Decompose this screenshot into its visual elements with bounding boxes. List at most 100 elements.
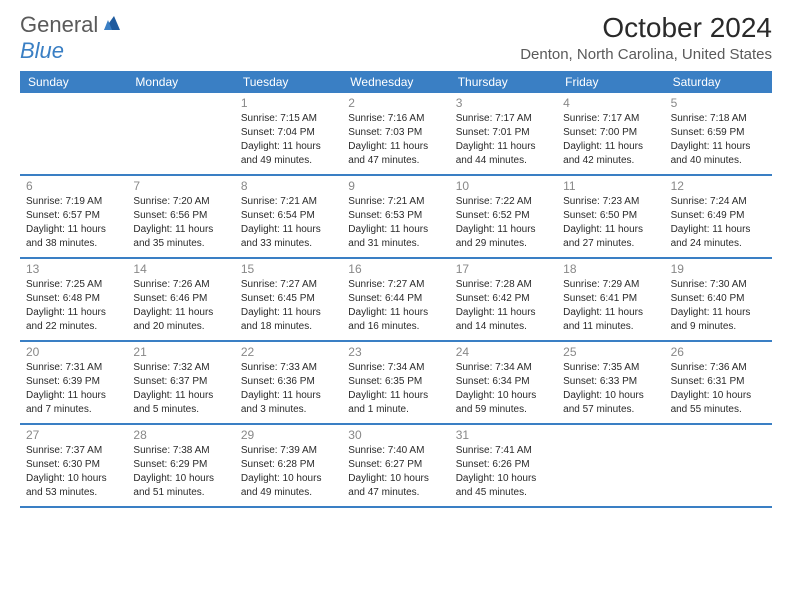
day-number: 7 [133, 179, 228, 193]
sunrise-text: Sunrise: 7:34 AM [456, 361, 551, 375]
sunset-text: Sunset: 6:35 PM [348, 375, 443, 389]
day-header: Sunday [20, 71, 127, 93]
daylight-text: Daylight: 11 hours and 33 minutes. [241, 223, 336, 251]
day-info: Sunrise: 7:38 AMSunset: 6:29 PMDaylight:… [133, 444, 228, 500]
sunset-text: Sunset: 6:44 PM [348, 292, 443, 306]
sunset-text: Sunset: 6:34 PM [456, 375, 551, 389]
day-number: 20 [26, 345, 121, 359]
sunrise-text: Sunrise: 7:30 AM [671, 278, 766, 292]
daylight-text: Daylight: 11 hours and 7 minutes. [26, 389, 121, 417]
sunrise-text: Sunrise: 7:27 AM [348, 278, 443, 292]
day-number: 9 [348, 179, 443, 193]
day-info: Sunrise: 7:37 AMSunset: 6:30 PMDaylight:… [26, 444, 121, 500]
daylight-text: Daylight: 11 hours and 1 minute. [348, 389, 443, 417]
day-number: 16 [348, 262, 443, 276]
day-cell: 24Sunrise: 7:34 AMSunset: 6:34 PMDayligh… [450, 342, 557, 423]
weeks-container: 1 Sunrise: 7:15 AMSunset: 7:04 PMDaylight… [20, 93, 772, 508]
week-row: 13Sunrise: 7:25 AMSunset: 6:48 PMDayligh… [20, 259, 772, 342]
day-cell: 17Sunrise: 7:28 AMSunset: 6:42 PMDayligh… [450, 259, 557, 340]
day-number: 10 [456, 179, 551, 193]
day-cell: 13Sunrise: 7:25 AMSunset: 6:48 PMDayligh… [20, 259, 127, 340]
day-info: Sunrise: 7:20 AMSunset: 6:56 PMDaylight:… [133, 195, 228, 251]
day-number: 26 [671, 345, 766, 359]
daylight-text: Daylight: 11 hours and 9 minutes. [671, 306, 766, 334]
sunset-text: Sunset: 6:41 PM [563, 292, 658, 306]
sunrise-text: Sunrise: 7:24 AM [671, 195, 766, 209]
week-row: 20Sunrise: 7:31 AMSunset: 6:39 PMDayligh… [20, 342, 772, 425]
day-cell: 15Sunrise: 7:27 AMSunset: 6:45 PMDayligh… [235, 259, 342, 340]
sunset-text: Sunset: 6:29 PM [133, 458, 228, 472]
day-info: Sunrise: 7:34 AMSunset: 6:35 PMDaylight:… [348, 361, 443, 417]
sunrise-text: Sunrise: 7:25 AM [26, 278, 121, 292]
day-info: Sunrise: 7:15 AMSunset: 7:04 PMDaylight:… [241, 112, 336, 168]
day-number: 25 [563, 345, 658, 359]
day-cell: 4Sunrise: 7:17 AMSunset: 7:00 PMDaylight… [557, 93, 664, 174]
day-cell [557, 425, 664, 506]
day-info: Sunrise: 7:23 AMSunset: 6:50 PMDaylight:… [563, 195, 658, 251]
daylight-text: Daylight: 11 hours and 40 minutes. [671, 140, 766, 168]
sunrise-text: Sunrise: 7:35 AM [563, 361, 658, 375]
sunset-text: Sunset: 6:37 PM [133, 375, 228, 389]
sunrise-text: Sunrise: 7:19 AM [26, 195, 121, 209]
day-cell: 19 Sunrise: 7:30 AMSunset: 6:40 PMDayligh… [665, 259, 772, 340]
day-header: Wednesday [342, 71, 449, 93]
day-info: Sunrise: 7:17 AMSunset: 7:01 PMDaylight:… [456, 112, 551, 168]
day-header: Saturday [665, 71, 772, 93]
day-number: 17 [456, 262, 551, 276]
sunset-text: Sunset: 6:59 PM [671, 126, 766, 140]
day-header: Tuesday [235, 71, 342, 93]
day-cell: 29 Sunrise: 7:39 AMSunset: 6:28 PMDayligh… [235, 425, 342, 506]
sunrise-text: Sunrise: 7:29 AM [563, 278, 658, 292]
sunset-text: Sunset: 6:40 PM [671, 292, 766, 306]
day-cell: 3Sunrise: 7:17 AMSunset: 7:01 PMDaylight… [450, 93, 557, 174]
day-cell: 20Sunrise: 7:31 AMSunset: 6:39 PMDayligh… [20, 342, 127, 423]
day-cell: 16 Sunrise: 7:27 AMSunset: 6:44 PMDayligh… [342, 259, 449, 340]
day-number: 12 [671, 179, 766, 193]
daylight-text: Daylight: 11 hours and 29 minutes. [456, 223, 551, 251]
day-header: Monday [127, 71, 234, 93]
day-cell: 26Sunrise: 7:36 AMSunset: 6:31 PMDayligh… [665, 342, 772, 423]
day-cell: 7 Sunrise: 7:20 AMSunset: 6:56 PMDaylight… [127, 176, 234, 257]
day-info: Sunrise: 7:32 AMSunset: 6:37 PMDaylight:… [133, 361, 228, 417]
day-cell: 2 Sunrise: 7:16 AMSunset: 7:03 PMDaylight… [342, 93, 449, 174]
day-info: Sunrise: 7:16 AMSunset: 7:03 PMDaylight:… [348, 112, 443, 168]
sunrise-text: Sunrise: 7:33 AM [241, 361, 336, 375]
sunset-text: Sunset: 6:28 PM [241, 458, 336, 472]
day-cell: 27Sunrise: 7:37 AMSunset: 6:30 PMDayligh… [20, 425, 127, 506]
day-number: 19 [671, 262, 766, 276]
daylight-text: Daylight: 11 hours and 44 minutes. [456, 140, 551, 168]
sunset-text: Sunset: 7:04 PM [241, 126, 336, 140]
logo-text-blue: Blue [20, 38, 64, 63]
daylight-text: Daylight: 11 hours and 11 minutes. [563, 306, 658, 334]
sunset-text: Sunset: 6:33 PM [563, 375, 658, 389]
day-info: Sunrise: 7:21 AMSunset: 6:54 PMDaylight:… [241, 195, 336, 251]
sunrise-text: Sunrise: 7:31 AM [26, 361, 121, 375]
day-number: 1 [241, 96, 336, 110]
day-number: 29 [241, 428, 336, 442]
sunset-text: Sunset: 7:00 PM [563, 126, 658, 140]
sunrise-text: Sunrise: 7:40 AM [348, 444, 443, 458]
day-cell: 1 Sunrise: 7:15 AMSunset: 7:04 PMDaylight… [235, 93, 342, 174]
day-info: Sunrise: 7:35 AMSunset: 6:33 PMDaylight:… [563, 361, 658, 417]
daylight-text: Daylight: 11 hours and 5 minutes. [133, 389, 228, 417]
day-info: Sunrise: 7:27 AMSunset: 6:44 PMDaylight:… [348, 278, 443, 334]
title-area: October 2024 Denton, North Carolina, Uni… [520, 12, 772, 63]
logo-text-general: General [20, 12, 98, 38]
day-number: 18 [563, 262, 658, 276]
day-info: Sunrise: 7:34 AMSunset: 6:34 PMDaylight:… [456, 361, 551, 417]
day-number: 8 [241, 179, 336, 193]
day-info: Sunrise: 7:25 AMSunset: 6:48 PMDaylight:… [26, 278, 121, 334]
sunset-text: Sunset: 6:52 PM [456, 209, 551, 223]
day-info: Sunrise: 7:39 AMSunset: 6:28 PMDaylight:… [241, 444, 336, 500]
week-row: 6Sunrise: 7:19 AMSunset: 6:57 PMDaylight… [20, 176, 772, 259]
sunset-text: Sunset: 6:56 PM [133, 209, 228, 223]
sunrise-text: Sunrise: 7:18 AM [671, 112, 766, 126]
day-number: 15 [241, 262, 336, 276]
sunset-text: Sunset: 6:30 PM [26, 458, 121, 472]
day-cell: 6Sunrise: 7:19 AMSunset: 6:57 PMDaylight… [20, 176, 127, 257]
daylight-text: Daylight: 10 hours and 53 minutes. [26, 472, 121, 500]
day-number: 2 [348, 96, 443, 110]
sunset-text: Sunset: 6:27 PM [348, 458, 443, 472]
day-cell: 21Sunrise: 7:32 AMSunset: 6:37 PMDayligh… [127, 342, 234, 423]
week-row: 27Sunrise: 7:37 AMSunset: 6:30 PMDayligh… [20, 425, 772, 508]
